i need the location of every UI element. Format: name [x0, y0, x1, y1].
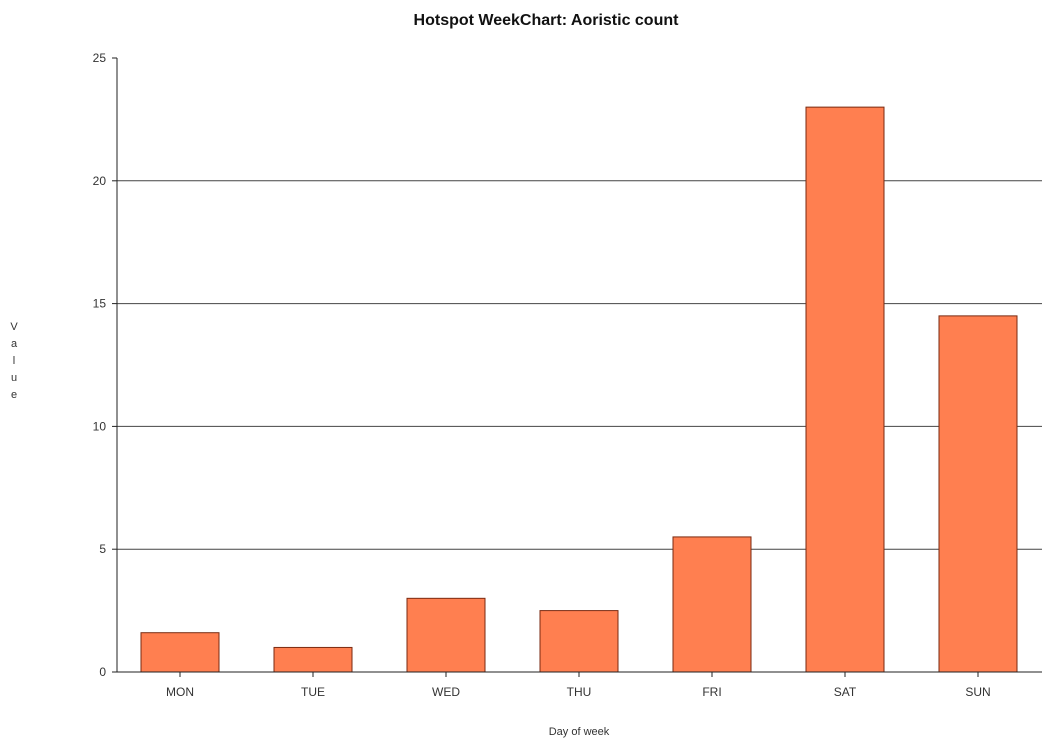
y-tick-label: 5: [99, 542, 106, 556]
x-tick-label-thu: THU: [567, 685, 592, 699]
bar-sun: [938, 315, 1018, 673]
x-tick-label-mon: MON: [166, 685, 194, 699]
x-tick-label-sat: SAT: [834, 685, 857, 699]
bars: [140, 106, 1018, 673]
x-tick-label-sun: SUN: [965, 685, 990, 699]
y-tick-label: 0: [99, 665, 106, 679]
axes: [112, 57, 1042, 677]
bar-wed: [406, 597, 486, 673]
y-tick-label: 25: [93, 51, 107, 65]
x-tick-labels: MON TUE WED THU FRI SAT SUN: [166, 685, 991, 699]
gridlines: [117, 180, 1042, 550]
bar-thu: [539, 610, 619, 673]
y-tick-label: 10: [93, 419, 107, 433]
x-axis-label: Day of week: [549, 726, 610, 738]
bar-tue: [273, 646, 353, 673]
y-tick-label: 15: [93, 297, 107, 311]
bar-fri: [672, 536, 752, 673]
x-tick-label-tue: TUE: [301, 685, 325, 699]
x-tick-label-fri: FRI: [702, 685, 721, 699]
bar-mon: [140, 632, 220, 673]
bar-sat: [805, 106, 885, 673]
y-tick-label: 20: [93, 174, 107, 188]
chart-title: Hotspot WeekChart: Aoristic count: [414, 12, 680, 29]
x-tick-label-wed: WED: [432, 685, 460, 699]
y-tick-labels: 0 5 10 15 20 25: [93, 51, 107, 679]
